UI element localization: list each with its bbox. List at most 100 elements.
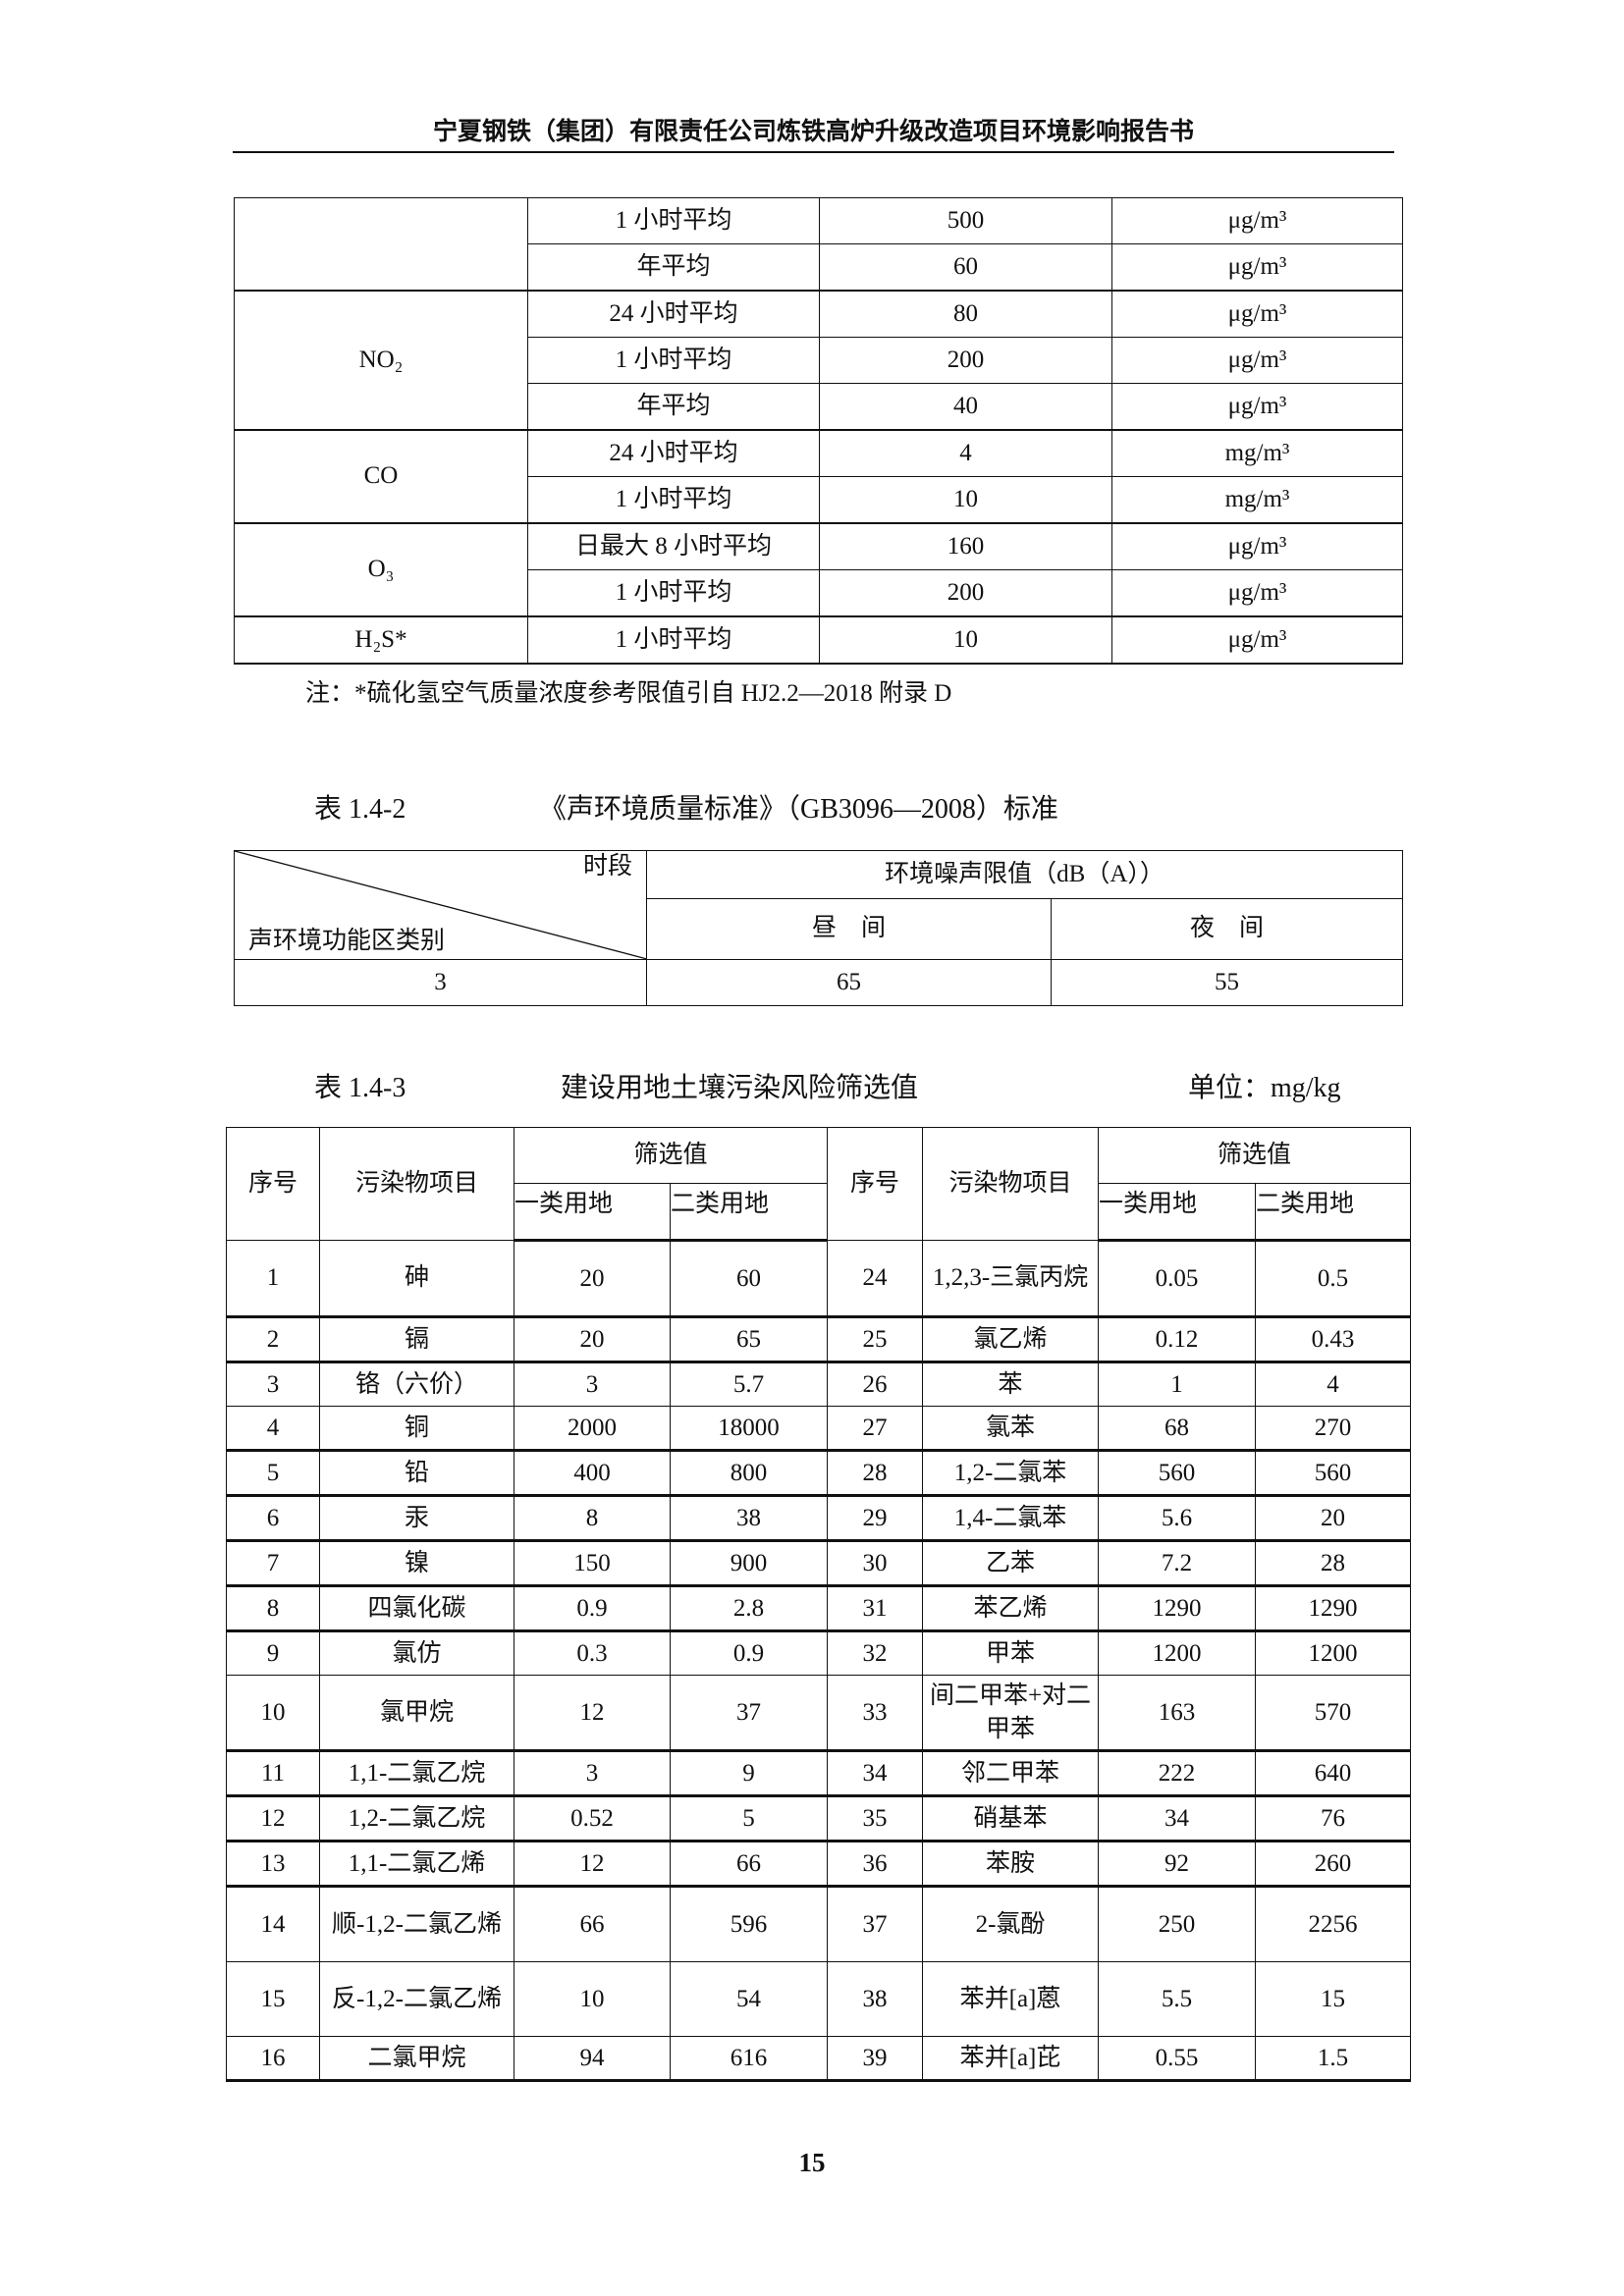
serial-number: 9 [226, 1630, 320, 1676]
pollutant-item: 1,1-二氯乙烯 [319, 1841, 514, 1888]
class2-value: 18000 [669, 1406, 829, 1452]
pollutant-item: 二氯甲烷 [319, 2036, 514, 2082]
pollutant-cell [234, 197, 528, 292]
class2-value: 4 [1255, 1362, 1412, 1407]
pollutant-item: 1,2-二氯苯 [922, 1450, 1100, 1497]
serial-number: 11 [226, 1750, 320, 1797]
class1-value: 2000 [514, 1406, 671, 1452]
pollutant-cell: O₃ [234, 522, 528, 617]
table-caption-number: 表 1.4-3 [314, 1073, 406, 1103]
unit: μg/m³ [1111, 243, 1403, 292]
class1-value: 10 [514, 1961, 671, 2037]
header-item: 污染物项目 [319, 1127, 514, 1241]
daytime-limit: 65 [646, 959, 1052, 1006]
table-row: 12 1,2-二氯乙烷 0.52 5 35 硝基苯 34 76 [226, 1795, 1412, 1842]
table-row: 15 反-1,2-二氯乙烯 10 54 38 苯并[a]蒽 5.5 15 [226, 1961, 1412, 2037]
nighttime-limit: 55 [1050, 959, 1404, 1006]
class2-value: 560 [1255, 1450, 1412, 1497]
pollutant-item: 砷 [319, 1240, 514, 1318]
header-no: 序号 [827, 1127, 924, 1241]
header-item: 污染物项目 [922, 1127, 1100, 1241]
serial-number: 14 [226, 1886, 320, 1962]
serial-number: 7 [226, 1540, 320, 1587]
serial-number: 4 [226, 1406, 320, 1452]
table-row: 4 铜 2000 18000 27 氯苯 68 270 [226, 1406, 1412, 1452]
limit-value: 4 [819, 429, 1112, 477]
class2-value: 800 [669, 1450, 829, 1497]
class2-value: 1.5 [1255, 2036, 1412, 2082]
serial-number: 16 [226, 2036, 320, 2082]
pollutant-item: 氯苯 [922, 1406, 1100, 1452]
class1-value: 1 [1098, 1362, 1257, 1407]
class2-value: 900 [669, 1540, 829, 1587]
class1-value: 0.05 [1098, 1240, 1257, 1318]
class2-value: 60 [669, 1240, 829, 1318]
limit-value: 200 [819, 569, 1112, 617]
table-row: 5 铅 400 800 28 1,2-二氯苯 560 560 [226, 1450, 1412, 1497]
limit-value: 60 [819, 243, 1112, 292]
serial-number: 2 [226, 1316, 320, 1363]
table-row: H₂S* 1 小时平均 10 μg/m³ [234, 615, 1403, 665]
header-class1: 一类用地 [514, 1183, 671, 1242]
class2-value: 570 [1255, 1675, 1412, 1752]
averaging-period: 年平均 [527, 383, 820, 431]
table-row: 14 顺-1,2-二氯乙烯 66 596 37 2-氯酚 250 2256 [226, 1886, 1412, 1962]
class1-value: 3 [514, 1362, 671, 1407]
class1-value: 8 [514, 1495, 671, 1542]
table-row: 16 二氯甲烷 94 616 39 苯并[a]芘 0.55 1.5 [226, 2036, 1412, 2082]
zone-category-value: 3 [234, 959, 647, 1006]
pollutant-item: 苯并[a]蒽 [922, 1961, 1100, 2037]
class1-value: 3 [514, 1750, 671, 1797]
class1-value: 560 [1098, 1450, 1257, 1497]
class1-value: 12 [514, 1841, 671, 1888]
table-row: 年平均 60 μg/m³ [235, 243, 1403, 292]
class2-value: 2.8 [669, 1585, 829, 1632]
soil-screening-table: 序号 污染物项目 筛选值 序号 污染物项目 筛选值 一类用地 二类用地 一类用地… [226, 1127, 1412, 2082]
class1-value: 94 [514, 2036, 671, 2082]
class2-value: 66 [669, 1841, 829, 1888]
serial-number: 27 [827, 1406, 924, 1452]
class2-value: 65 [669, 1316, 829, 1363]
pollutant-item: 乙苯 [922, 1540, 1100, 1587]
averaging-period: 24 小时平均 [527, 429, 820, 477]
pollutant-item: 苯胺 [922, 1841, 1100, 1888]
zone-category-label: 声环境功能区类别 [248, 927, 446, 954]
header-class2: 二类用地 [1255, 1183, 1412, 1242]
table-row: NO₂ 24 小时平均 80 μg/m³ [234, 290, 1403, 431]
serial-number: 39 [827, 2036, 924, 2082]
table-row: 3 铬（六价） 3 5.7 26 苯 1 4 [226, 1362, 1412, 1407]
pollutant-item: 苯 [922, 1362, 1100, 1407]
class1-value: 0.55 [1098, 2036, 1257, 2082]
class1-value: 34 [1098, 1795, 1257, 1842]
class1-value: 0.52 [514, 1795, 671, 1842]
pollutant-item: 铅 [319, 1450, 514, 1497]
class2-value: 270 [1255, 1406, 1412, 1452]
serial-number: 12 [226, 1795, 320, 1842]
class1-value: 5.5 [1098, 1961, 1257, 2037]
table-row: 1 小时平均 10 mg/m³ [235, 476, 1403, 524]
class1-value: 92 [1098, 1841, 1257, 1888]
pollutant-item: 汞 [319, 1495, 514, 1542]
unit: μg/m³ [1111, 383, 1403, 431]
table-note: 注：*硫化氢空气质量浓度参考限值引自 HJ2.2—2018 附录 D [305, 680, 952, 707]
class2-value: 5 [669, 1795, 829, 1842]
serial-number: 34 [827, 1750, 924, 1797]
noise-limit-header: 环境噪声限值（dB（A）） [645, 850, 1404, 899]
table-row: 1 小时平均 500 μg/m³ [234, 197, 1403, 292]
class2-value: 260 [1255, 1841, 1412, 1888]
pollutant-item: 镉 [319, 1316, 514, 1363]
class2-value: 15 [1255, 1961, 1412, 2037]
class1-value: 66 [514, 1886, 671, 1962]
unit: μg/m³ [1111, 290, 1403, 338]
class2-value: 640 [1255, 1750, 1412, 1797]
class1-value: 0.3 [514, 1630, 671, 1676]
pollutant-item: 邻二甲苯 [922, 1750, 1100, 1797]
class1-value: 7.2 [1098, 1540, 1257, 1587]
pollutant-cell: NO₂ [234, 290, 528, 431]
class2-value: 38 [669, 1495, 829, 1542]
table-row: 1 小时平均 200 μg/m³ [235, 569, 1403, 617]
serial-number: 36 [827, 1841, 924, 1888]
table-row: 11 1,1-二氯乙烷 3 9 34 邻二甲苯 222 640 [226, 1750, 1412, 1797]
class2-value: 37 [669, 1675, 829, 1752]
class2-value: 616 [669, 2036, 829, 2082]
